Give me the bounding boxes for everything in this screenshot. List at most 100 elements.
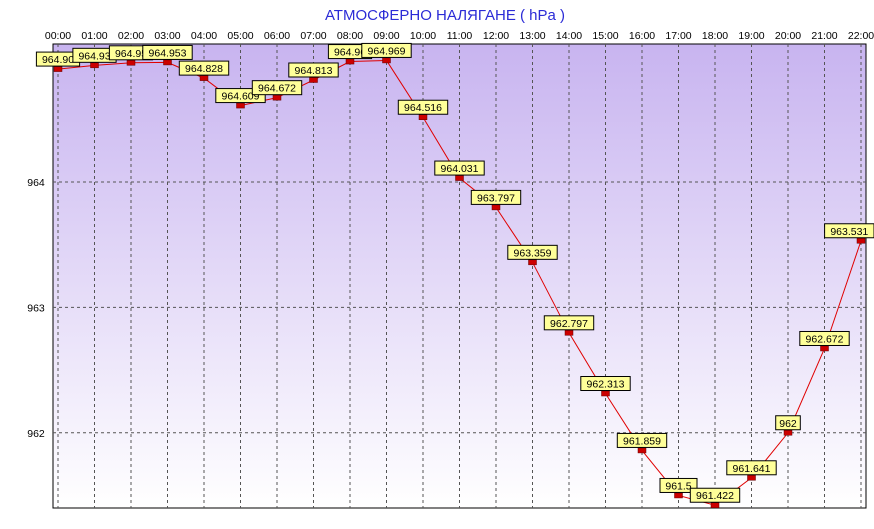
data-label: 963.531 (824, 223, 874, 239)
data-label-text: 964.672 (258, 83, 296, 95)
data-label: 964.953 (142, 44, 193, 60)
data-label-box (288, 62, 339, 78)
data-label-text: 961.859 (623, 435, 661, 447)
data-label-text: 962.672 (806, 333, 844, 345)
data-label-box (361, 42, 412, 58)
data-point (53, 66, 63, 72)
x-tick-label: 05:00 (227, 30, 253, 42)
data-point (820, 345, 829, 352)
x-tick-label: 00:00 (45, 30, 71, 42)
data-label: 961.859 (616, 432, 668, 448)
data-label-box (775, 415, 801, 431)
data-label-box (616, 432, 668, 448)
data-label: 963.797 (470, 189, 522, 205)
x-tick-label: 16:00 (629, 30, 655, 42)
data-label-text: 962.797 (550, 318, 588, 330)
data-label: 964.93 (72, 47, 117, 63)
data-point (236, 102, 245, 109)
data-point (126, 60, 136, 66)
data-label: 964.96 (327, 44, 373, 60)
data-label-text: 963.531 (830, 226, 868, 238)
plot-area (52, 43, 867, 509)
data-label: 964.672 (251, 80, 303, 96)
x-tick-label: 22:00 (848, 30, 874, 42)
data-point (455, 175, 464, 181)
grid-lines (53, 44, 866, 508)
data-label-box (580, 376, 631, 392)
x-tick-label: 01:00 (81, 30, 107, 42)
y-tick-labels: 962 963 964 (27, 177, 45, 440)
data-label-text: 964.031 (441, 163, 479, 175)
data-label: 961.5 (659, 477, 698, 493)
data-label-text: 964.813 (295, 65, 333, 77)
data-label: 962.313 (580, 376, 631, 392)
x-tick-label: 10:00 (410, 30, 436, 42)
data-point (272, 94, 282, 101)
data-label-box (251, 80, 303, 96)
data-label-text: 963.797 (477, 192, 515, 204)
data-point (747, 475, 756, 481)
data-label-box (507, 244, 558, 260)
data-point (90, 62, 99, 69)
y-tick-label: 962 (27, 428, 45, 440)
data-label: 964.828 (178, 60, 230, 76)
series-markers (53, 57, 866, 508)
data-point (637, 447, 647, 454)
data-label: 961.422 (689, 487, 741, 503)
data-label-box (142, 44, 193, 60)
data-label-text: 964.609 (222, 91, 260, 103)
y-tick-label: 964 (27, 177, 45, 189)
x-tick-label: 02:00 (118, 30, 144, 42)
data-labels: 964.90 964.93 964.95 964.953964.828964.6099… (35, 42, 874, 503)
data-label: 964.95 (108, 45, 154, 61)
data-label-text: 962 (779, 418, 797, 430)
data-point (710, 502, 720, 508)
x-tick-label: 12:00 (483, 30, 509, 42)
data-label: 964.969 (361, 42, 412, 58)
data-label-text: 961.5 (665, 480, 691, 492)
data-label-box (543, 315, 595, 331)
data-point (601, 390, 610, 397)
data-point (528, 259, 537, 266)
data-label-text: 964.969 (368, 45, 406, 57)
data-label-text: 962.313 (587, 379, 625, 391)
x-tick-label: 15:00 (592, 30, 618, 42)
x-tick-label: 18:00 (702, 30, 728, 42)
data-point (163, 59, 172, 66)
x-tick-label: 14:00 (556, 30, 582, 42)
chart-title: АТМОСФЕРНО НАЛЯГАНЕ ( hPa ) (325, 7, 565, 24)
x-tick-label: 19:00 (738, 30, 764, 42)
x-tick-label: 06:00 (264, 30, 290, 42)
data-label: 963.359 (507, 244, 558, 260)
data-label-box (397, 99, 449, 115)
data-point (309, 77, 318, 83)
data-label-box (434, 160, 485, 176)
x-tick-label: 21:00 (811, 30, 837, 42)
data-point (856, 238, 866, 244)
data-point (674, 492, 683, 499)
data-label: 962.797 (543, 315, 595, 331)
data-label-text: 964.96 (334, 47, 366, 59)
x-tick-label: 09:00 (373, 30, 399, 42)
data-point (199, 75, 209, 81)
data-label: 964.813 (288, 62, 339, 78)
data-label-box (178, 60, 230, 76)
data-label: 964.031 (434, 160, 485, 176)
data-label-text: 961.641 (733, 463, 771, 475)
data-label-text: 964.95 (115, 48, 147, 60)
data-label-text: 963.359 (514, 247, 552, 259)
x-tick-label: 08:00 (337, 30, 363, 42)
data-label: 964.90 (35, 51, 81, 67)
data-label-text: 964.516 (404, 102, 442, 114)
y-tick-label: 963 (27, 302, 45, 314)
data-label-text: 964.953 (149, 47, 187, 59)
data-label: 961.641 (726, 460, 777, 476)
data-label-text: 964.828 (185, 63, 223, 75)
data-point (418, 114, 428, 120)
x-tick-label: 07:00 (300, 30, 326, 42)
data-label-text: 961.422 (696, 490, 734, 502)
data-point (783, 430, 793, 436)
x-tick-labels: 00:00 01:00 02:00 03:00 04:00 05:00 06:00 07:00… (45, 30, 874, 42)
data-point (491, 204, 501, 211)
